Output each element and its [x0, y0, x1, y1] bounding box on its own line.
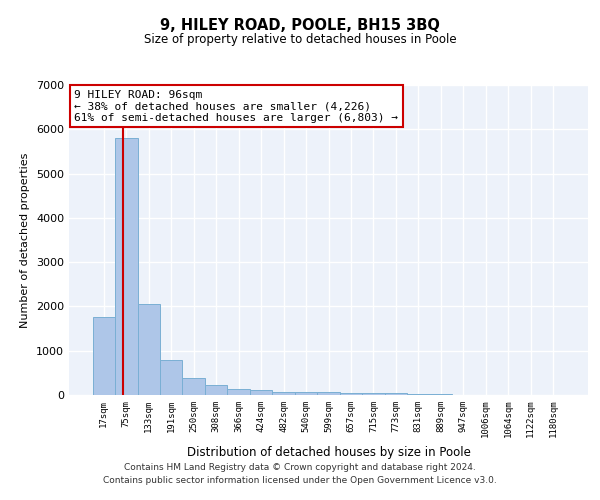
Bar — [205, 385, 227, 395]
Bar — [272, 392, 295, 395]
Bar — [160, 360, 182, 395]
Bar — [317, 392, 340, 395]
Bar — [430, 394, 452, 395]
Bar — [250, 390, 272, 395]
Text: Size of property relative to detached houses in Poole: Size of property relative to detached ho… — [143, 32, 457, 46]
Y-axis label: Number of detached properties: Number of detached properties — [20, 152, 31, 328]
Text: 9, HILEY ROAD, POOLE, BH15 3BQ: 9, HILEY ROAD, POOLE, BH15 3BQ — [160, 18, 440, 32]
Text: 9 HILEY ROAD: 96sqm
← 38% of detached houses are smaller (4,226)
61% of semi-det: 9 HILEY ROAD: 96sqm ← 38% of detached ho… — [74, 90, 398, 123]
Bar — [340, 393, 362, 395]
Bar — [407, 394, 430, 395]
Bar — [385, 393, 407, 395]
X-axis label: Distribution of detached houses by size in Poole: Distribution of detached houses by size … — [187, 446, 470, 459]
Bar — [92, 317, 115, 395]
Bar — [227, 390, 250, 395]
Bar — [115, 138, 137, 395]
Bar — [137, 304, 160, 395]
Bar — [295, 392, 317, 395]
Text: Contains public sector information licensed under the Open Government Licence v3: Contains public sector information licen… — [103, 476, 497, 485]
Bar — [182, 378, 205, 395]
Text: Contains HM Land Registry data © Crown copyright and database right 2024.: Contains HM Land Registry data © Crown c… — [124, 462, 476, 471]
Bar — [362, 393, 385, 395]
